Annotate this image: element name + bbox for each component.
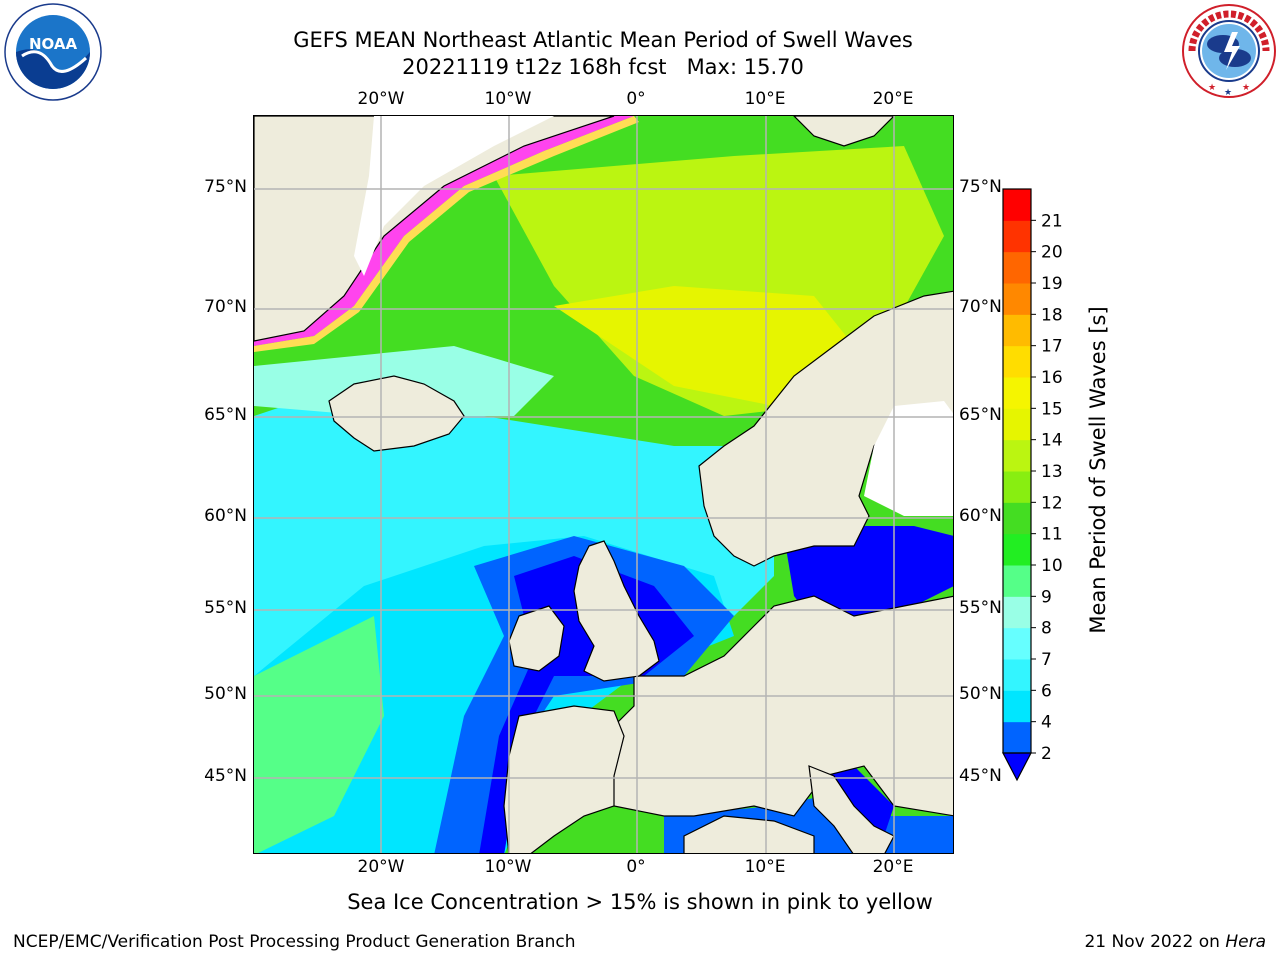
colorbar-segment	[1003, 502, 1031, 535]
colorbar-segment	[1003, 659, 1031, 691]
lon-label-bottom-10e: 10°E	[744, 857, 786, 877]
colorbar-under-triangle	[1002, 752, 1032, 782]
colorbar-segment	[1003, 283, 1031, 315]
svg-text:★: ★	[1224, 88, 1232, 98]
lon-label-bottom-20e: 20°E	[872, 857, 914, 877]
swell-zone-peak	[554, 286, 854, 406]
colorbar-tick-label: 18	[1041, 305, 1063, 325]
lat-label-left-50n: 50°N	[204, 684, 247, 704]
lon-label-bottom-20w: 20°W	[357, 857, 405, 877]
lat-label-left-45n: 45°N	[204, 766, 247, 786]
footer-date: 21 Nov 2022 on Hera	[1084, 932, 1266, 952]
lon-label-bottom-10w: 10°W	[484, 857, 532, 877]
lon-label-top-10e: 10°E	[744, 89, 786, 109]
colorbar-tick-label: 19	[1041, 274, 1063, 294]
lat-label-right-55n: 55°N	[959, 598, 1002, 618]
lat-label-right-70n: 70°N	[959, 297, 1002, 317]
footer-date-text: 21 Nov 2022 on	[1084, 932, 1226, 952]
lon-label-top-0: 0°	[626, 89, 646, 109]
colorbar-tick-label: 13	[1041, 462, 1063, 482]
colorbar-tick-label: 20	[1041, 243, 1063, 263]
colorbar-segment	[1003, 533, 1031, 566]
sea-ice-note: Sea Ice Concentration > 15% is shown in …	[347, 890, 933, 914]
lon-label-bottom-0: 0°	[626, 857, 646, 877]
footer-host: Hera	[1225, 932, 1266, 952]
nws-logo: ★ ★ ★	[1180, 2, 1278, 104]
colorbar-tick-label: 16	[1041, 368, 1063, 388]
colorbar-tick-label: 9	[1041, 587, 1052, 607]
lon-label-top-10w: 10°W	[484, 89, 532, 109]
greenland-interior	[354, 116, 554, 276]
lat-label-right-65n: 65°N	[959, 405, 1002, 425]
graticule	[254, 116, 953, 853]
lat-label-left-65n: 65°N	[204, 405, 247, 425]
noaa-logo: NOAA	[2, 2, 104, 106]
iberian-peninsula	[503, 705, 625, 853]
swell-zone-southwest-green	[254, 616, 384, 853]
colorbar-segment	[1003, 377, 1031, 409]
lat-label-right-50n: 50°N	[959, 684, 1002, 704]
colorbar-segment	[1003, 439, 1031, 472]
colorbar-segment	[1003, 627, 1031, 660]
colorbar-segment	[1003, 189, 1031, 221]
svg-text:★: ★	[1208, 83, 1216, 93]
lat-label-right-60n: 60°N	[959, 506, 1002, 526]
colorbar-label: Mean Period of Swell Waves [s]	[1086, 306, 1110, 634]
colorbar-segment	[1003, 471, 1031, 503]
chart-subtitle: 20221119 t12z 168h fcst Max: 15.70	[402, 55, 804, 79]
colorbar-tick-label: 12	[1041, 493, 1063, 513]
colorbar-tick-label: 11	[1041, 525, 1063, 545]
north-africa	[683, 815, 815, 853]
colorbar-tick-label: 15	[1041, 399, 1063, 419]
finland-lakes	[864, 401, 953, 516]
colorbar-segment	[1003, 220, 1031, 253]
colorbar-tick-label: 4	[1041, 713, 1052, 733]
lat-label-right-75n: 75°N	[959, 177, 1002, 197]
colorbar-segment	[1003, 314, 1031, 347]
colorbar-tick-label: 10	[1041, 556, 1063, 576]
colorbar-segment	[1003, 721, 1031, 754]
colorbar-tick-label: 6	[1041, 681, 1052, 701]
chart-title: GEFS MEAN Northeast Atlantic Mean Period…	[293, 28, 913, 52]
colorbar-tick-label: 7	[1041, 650, 1052, 670]
colorbar-segment	[1003, 345, 1031, 378]
swell-period-map	[253, 115, 954, 854]
lat-label-left-60n: 60°N	[204, 506, 247, 526]
colorbar-segment	[1003, 565, 1031, 597]
colorbar-segment	[1003, 596, 1031, 629]
lat-label-left-70n: 70°N	[204, 297, 247, 317]
italy	[808, 765, 895, 853]
lon-label-top-20w: 20°W	[357, 89, 405, 109]
svalbard	[793, 116, 895, 147]
noaa-logo-text: NOAA	[29, 35, 78, 53]
lat-label-left-55n: 55°N	[204, 598, 247, 618]
colorbar-segment	[1003, 690, 1031, 723]
colorbar-tick-label: 14	[1041, 431, 1063, 451]
colorbar-tick-label: 2	[1041, 744, 1052, 764]
lon-label-top-20e: 20°E	[872, 89, 914, 109]
lat-label-right-45n: 45°N	[959, 766, 1002, 786]
svg-text:★: ★	[1242, 83, 1250, 93]
iceland	[328, 375, 465, 452]
greenland	[254, 116, 615, 342]
colorbar-tick-label: 17	[1041, 337, 1063, 357]
colorbar-segment	[1003, 408, 1031, 441]
lat-label-left-75n: 75°N	[204, 177, 247, 197]
colorbar-tick-label: 21	[1041, 211, 1063, 231]
colorbar-segment	[1003, 251, 1031, 284]
colorbar-tick-label: 8	[1041, 619, 1052, 639]
colorbar: 2 4 6 7 8 9 10 11 12 13 14 15 16 17 18 19 20 21	[990, 170, 1080, 794]
footer-credit: NCEP/EMC/Verification Post Processing Pr…	[13, 932, 576, 952]
